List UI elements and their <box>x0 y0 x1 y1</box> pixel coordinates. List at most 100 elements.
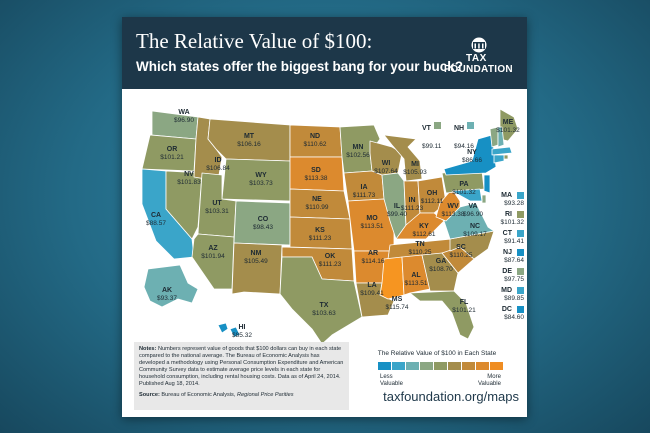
us-map <box>141 108 519 344</box>
state-value: $113.38 <box>304 175 328 182</box>
state-abbr: AR <box>367 250 379 257</box>
legend-more-line2: Valuable <box>478 381 501 387</box>
state-abbr: NY <box>467 149 477 156</box>
state-value: $93.28 <box>504 200 524 207</box>
state-fl <box>409 290 475 340</box>
state-value: $111.23 <box>318 261 342 268</box>
state-value: $101.83 <box>177 179 201 186</box>
state-abbr: NH <box>454 125 465 132</box>
state-label-sc: SC $110.25 <box>443 244 479 260</box>
small-state-md: MD $89.85 <box>492 287 524 306</box>
state-label-wv: WV $113.38 <box>435 203 471 219</box>
state-label-hi: HI $85.32 <box>224 324 260 340</box>
state-value: $113.51 <box>360 223 384 230</box>
state-label-wy: WY $103.73 <box>243 172 279 188</box>
state-abbr: DE <box>502 268 512 275</box>
state-abbr: NE <box>312 196 322 203</box>
state-label-me: ME $101.32 <box>490 119 526 135</box>
state-label-al: AL $113.51 <box>398 272 434 288</box>
state-label-nv: NV $101.83 <box>171 171 207 187</box>
state-value: $91.41 <box>504 238 524 245</box>
state-abbr: UT <box>212 200 222 207</box>
state-value: $87.64 <box>504 257 524 264</box>
state-abbr: ME <box>502 119 514 126</box>
state-value: $93.37 <box>157 295 177 302</box>
state-mi <box>383 134 423 182</box>
notes-paragraph: Notes: Numbers represent value of goods … <box>139 346 344 388</box>
state-label-wa: WA $96.90 <box>166 109 202 125</box>
legend-less-label: Less Valuable <box>380 374 403 388</box>
infographic-card: The Relative Value of $100: Which states… <box>122 17 527 417</box>
state-abbr: IA <box>360 184 368 191</box>
state-label-ny: NY $86.66 <box>454 149 490 165</box>
source-text: Bureau of Economic Analysis, <box>161 392 236 398</box>
notes-box: Notes: Numbers represent value of goods … <box>134 342 349 410</box>
state-value: $110.25 <box>449 252 473 259</box>
state-md <box>451 188 483 202</box>
state-az <box>191 233 235 290</box>
state-label-va: VA $96.90 <box>455 203 491 219</box>
state-value: $103.31 <box>205 208 229 215</box>
state-ri <box>503 154 509 160</box>
state-abbr: OH <box>426 190 438 197</box>
legend-swatch <box>490 362 503 370</box>
state-de <box>481 194 487 204</box>
legend-swatch <box>420 362 433 370</box>
state-abbr: ND <box>309 133 321 140</box>
state-label-mi: MI $105.93 <box>397 161 433 177</box>
legend-color-scale <box>378 362 504 370</box>
state-value: $105.93 <box>403 169 427 176</box>
state-label-mo: MO $113.51 <box>354 215 390 231</box>
state-value: $112.11 <box>420 198 444 205</box>
state-label-nm: NM $105.49 <box>238 250 274 266</box>
legend-less-line2: Valuable <box>380 381 403 387</box>
legend-more-line1: More <box>487 374 501 380</box>
state-label-ga: GA $108.70 <box>423 258 459 274</box>
state-abbr: NV <box>184 171 194 178</box>
state-abbr: IN <box>408 197 416 204</box>
legend-swatch <box>448 362 461 370</box>
state-value: $103.73 <box>249 180 273 187</box>
state-value: $114.16 <box>361 258 385 265</box>
state-value: $86.66 <box>462 157 482 164</box>
state-value: $111.73 <box>352 192 376 199</box>
state-label-pa: PA $101.32 <box>446 181 482 197</box>
color-swatch <box>467 122 475 130</box>
state-label-la: LA $109.41 <box>354 282 390 298</box>
state-value: $94.16 <box>454 143 474 150</box>
state-abbr: SC <box>456 244 466 251</box>
legend-less-line1: Less <box>380 374 393 380</box>
state-abbr: CA <box>150 212 162 219</box>
state-label-mt: MT $106.16 <box>231 133 267 149</box>
state-value: $97.75 <box>504 276 524 283</box>
state-abbr: SD <box>311 167 321 174</box>
legend-swatch <box>392 362 405 370</box>
state-abbr: WA <box>178 109 190 116</box>
small-state-ri: RI $101.32 <box>492 211 524 230</box>
state-label-id: ID $106.84 <box>200 157 236 173</box>
state-value: $96.90 <box>463 211 483 218</box>
state-abbr: IL <box>393 203 401 210</box>
legend-swatch <box>462 362 475 370</box>
state-ct <box>493 154 505 164</box>
state-value: $109.41 <box>360 290 384 297</box>
state-label-in: IN $111.23 <box>394 197 430 213</box>
legend-swatch <box>406 362 419 370</box>
small-state-nj: NJ $87.64 <box>492 249 524 268</box>
color-legend: The Relative Value of $100 in Each State… <box>368 350 518 387</box>
state-abbr: MI <box>411 161 419 168</box>
logo-text-foundation: FOUNDATION <box>444 64 513 75</box>
state-abbr: NJ <box>503 249 512 256</box>
state-value: $113.51 <box>404 280 428 287</box>
legend-swatch <box>378 362 391 370</box>
state-tx <box>279 256 363 344</box>
state-label-ak: AK $93.37 <box>149 287 185 303</box>
state-abbr: WV <box>447 203 459 210</box>
state-nh <box>497 126 505 148</box>
legend-swatch <box>476 362 489 370</box>
state-abbr: CT <box>502 230 512 237</box>
state-label-nc: NC $109.17 <box>457 223 493 239</box>
state-value: $115.74 <box>385 304 409 311</box>
state-abbr: KY <box>419 223 429 230</box>
state-abbr: AL <box>411 272 421 279</box>
